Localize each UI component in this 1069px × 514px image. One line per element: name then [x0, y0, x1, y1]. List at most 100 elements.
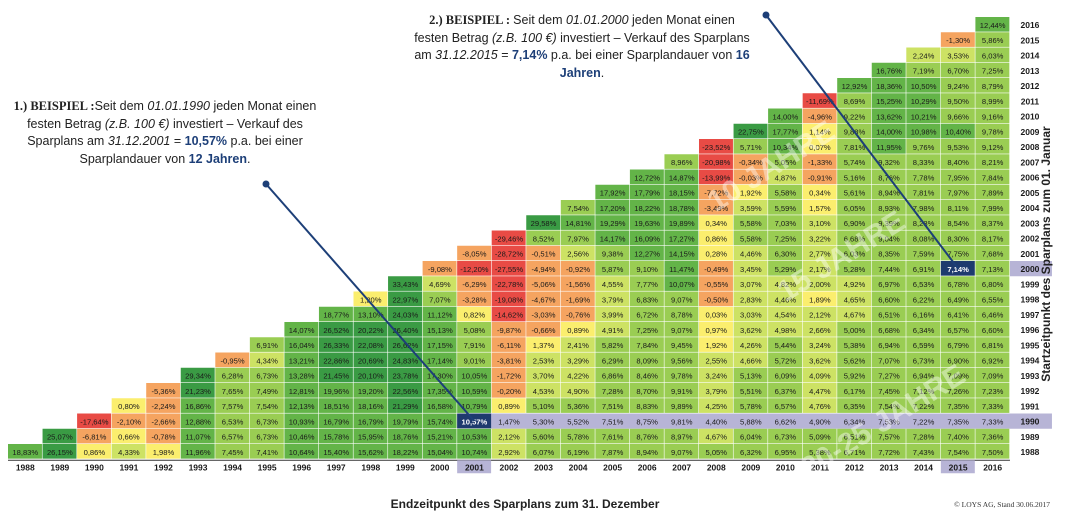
cell-value-label: 17,30%	[427, 372, 453, 381]
heatmap-cell	[802, 169, 837, 185]
cell-value-label: 6,57%	[947, 326, 969, 335]
cell-value-label: 9,56%	[671, 356, 693, 365]
heatmap-cell	[526, 276, 561, 291]
cell-value-label: 8,21%	[982, 158, 1004, 167]
start-year-label: 2015	[1020, 35, 1039, 45]
heatmap-cell	[871, 383, 906, 398]
example-1-end-date: 31.12.2001	[107, 134, 171, 148]
cell-value-label: 2,66%	[809, 326, 831, 335]
heatmap-cell	[733, 276, 768, 291]
heatmap-cell	[975, 306, 1010, 322]
cell-value-label: 4,69%	[429, 280, 451, 289]
start-year-label: 1990	[1020, 417, 1039, 427]
cell-value-label: 7,54%	[256, 402, 278, 411]
cell-value-label: 8,52%	[533, 234, 555, 243]
cell-value-label: -3,28%	[462, 295, 486, 304]
heatmap-cell	[802, 154, 837, 169]
cell-value-label: 6,57%	[222, 433, 244, 442]
cell-value-label: 23,78%	[392, 372, 418, 381]
example-2-heading: 2.) BEISPIEL :	[429, 13, 514, 27]
heatmap-cell	[871, 413, 906, 429]
cell-value-label: 6,41%	[947, 311, 969, 320]
example-2-text-b: jeden Monat einen festen Betrag	[414, 13, 735, 45]
heatmap-cell	[975, 169, 1010, 185]
cell-value-label: 9,07%	[671, 448, 693, 457]
cell-value-label: -9,08%	[428, 265, 452, 274]
cell-value-label: 3,29%	[567, 356, 589, 365]
heatmap-cell	[699, 139, 733, 154]
heatmap-cell	[111, 428, 146, 444]
heatmap-cell	[837, 367, 872, 383]
heatmap-cell	[975, 230, 1010, 246]
heatmap-cell	[457, 398, 492, 413]
cell-value-label: 9,32%	[878, 158, 900, 167]
cell-value-label: 4,65%	[844, 295, 866, 304]
end-year-highlight	[940, 460, 975, 474]
cell-value-label: 7,09%	[982, 372, 1004, 381]
heatmap-cell	[733, 169, 768, 185]
heatmap-cell	[664, 428, 699, 444]
cell-value-label: 3,24%	[809, 341, 831, 350]
heatmap-cell	[768, 367, 803, 383]
end-year-label: 2006	[638, 462, 657, 472]
heatmap-cell	[560, 306, 595, 322]
heatmap-cell	[975, 383, 1010, 398]
end-year-label: 2001	[465, 462, 484, 472]
heatmap-cell	[802, 108, 837, 124]
cell-value-label: 9,04%	[878, 234, 900, 243]
heatmap-cell	[906, 337, 941, 352]
heatmap-cell	[940, 383, 975, 398]
heatmap-cell	[629, 169, 664, 185]
cell-value-label: 6,49%	[947, 295, 969, 304]
cell-value-label: 12,44%	[980, 21, 1006, 30]
cell-value-label: 6,51%	[844, 433, 866, 442]
heatmap-cell	[664, 154, 699, 169]
cell-value-label: -2,10%	[117, 417, 141, 426]
heatmap-cell	[457, 383, 492, 398]
cell-value-label: 3,79%	[602, 295, 624, 304]
heatmap-cell	[595, 398, 630, 413]
cell-value-label: 16,58%	[427, 402, 453, 411]
cell-value-label: 4,82%	[775, 280, 797, 289]
heatmap-cell	[699, 184, 733, 200]
cell-value-label: 7,75%	[947, 250, 969, 259]
cell-value-label: 4,67%	[706, 433, 728, 442]
cell-value-label: 7,98%	[913, 204, 935, 213]
heatmap-cell	[733, 245, 768, 261]
example-1-amount: (z.B. 100 €)	[104, 116, 170, 131]
heatmap-cell	[457, 245, 492, 261]
heatmap-cell	[940, 352, 975, 368]
start-year-label: 1991	[1020, 401, 1039, 411]
heatmap-cell	[629, 276, 664, 291]
cell-value-label: 6,34%	[913, 326, 935, 335]
heatmap-cell	[975, 413, 1010, 429]
heatmap-cell	[526, 337, 561, 352]
cell-value-label: 7,07%	[429, 295, 451, 304]
cell-value-label: 6,94%	[878, 341, 900, 350]
heatmap-cell	[318, 428, 353, 444]
heatmap-cell	[560, 230, 595, 246]
heatmap-cell	[871, 337, 906, 352]
heatmap-cell	[802, 306, 837, 322]
cell-value-label: 9,38%	[602, 250, 624, 259]
cell-value-label: 5,87%	[602, 265, 624, 274]
cell-value-label: 14,87%	[669, 173, 695, 182]
cell-value-label: 3,99%	[602, 311, 624, 320]
heatmap-cell	[629, 306, 664, 322]
heatmap-cell	[180, 367, 215, 383]
example-1-note: 1.) BEISPIEL :Seit dem 01.01.1990 jeden …	[0, 98, 330, 168]
heatmap-cell	[560, 245, 595, 261]
cell-value-label: 6,03%	[982, 51, 1004, 60]
cell-value-label: 6,95%	[775, 448, 797, 457]
cell-value-label: 7,54%	[567, 204, 589, 213]
cell-value-label: 21,23%	[185, 387, 211, 396]
heatmap-cell	[664, 169, 699, 185]
heatmap-cell	[940, 337, 975, 352]
copyright-credit: © LOYS AG, Stand 30.06.2017	[954, 500, 1050, 509]
cell-value-label: 0,80%	[118, 402, 140, 411]
cell-value-label: 3,10%	[809, 219, 831, 228]
heatmap-cell	[560, 367, 595, 383]
cell-value-label: 5,82%	[602, 341, 624, 350]
end-year-label: 2002	[500, 462, 519, 472]
cell-value-label: 5,71%	[740, 143, 762, 152]
